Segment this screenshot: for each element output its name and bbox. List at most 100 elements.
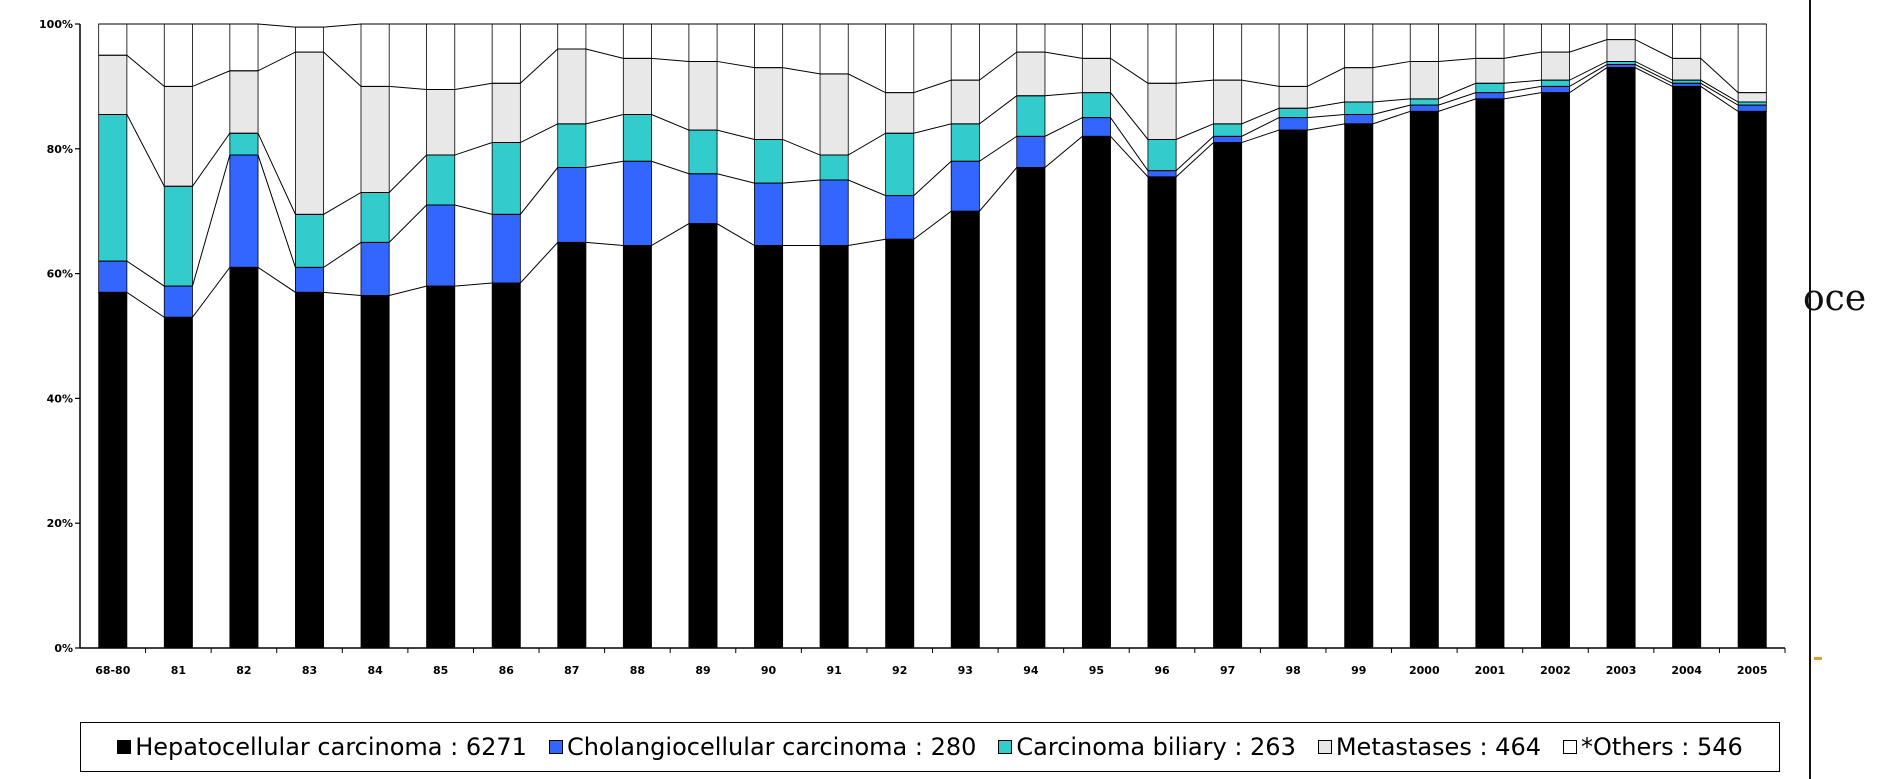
x-axis: 68-80 81 82 83 84 85 86 87 88 89 90 91 92 93 94 95 96 97 9…	[80, 647, 1786, 677]
bar-segment	[1213, 135, 1243, 143]
bar-segment	[1540, 79, 1570, 87]
x-tick-label: 85	[433, 664, 448, 677]
bar-segment	[819, 245, 849, 649]
x-tick-label: 82	[236, 664, 251, 677]
bar-segment	[1409, 110, 1439, 649]
series-connector-line	[98, 23, 1767, 28]
x-tick-label: 84	[367, 664, 383, 677]
legend-swatch-icon	[117, 740, 132, 754]
bar-segment	[622, 160, 652, 246]
x-tick-label: 92	[892, 664, 907, 677]
bar-segment	[1344, 23, 1374, 69]
bar-segment	[163, 185, 193, 287]
x-tick-label: 90	[761, 664, 777, 677]
legend-item-ccc: Cholangiocellular carcinoma : 280	[548, 733, 977, 761]
bar-segment	[1475, 98, 1505, 649]
x-tick-label: 98	[1286, 664, 1301, 677]
accent-dash	[1814, 657, 1822, 660]
legend-swatch-icon	[998, 740, 1013, 754]
bar-segment	[1737, 23, 1767, 94]
bar-segment	[1081, 23, 1111, 59]
bar-segment	[1475, 57, 1505, 84]
legend: Hepatocellular carcinoma : 6271 Cholangi…	[80, 722, 1780, 772]
bar-segment	[1737, 104, 1767, 112]
bar-segment	[1081, 57, 1111, 94]
bars-group	[98, 23, 1767, 649]
series-connector-line	[98, 67, 1767, 318]
series-connector-line	[98, 64, 1767, 287]
bar-segment	[491, 282, 521, 649]
y-tick-label: 20%	[47, 517, 73, 530]
x-tick-label: 95	[1089, 664, 1104, 677]
bar-segment	[295, 291, 325, 649]
bar-segment	[950, 23, 980, 81]
bar-segment	[950, 123, 980, 162]
legend-label: Hepatocellular carcinoma : 6271	[135, 733, 527, 761]
bar-segment	[1540, 23, 1570, 53]
bar-segment	[1213, 142, 1243, 649]
legend-swatch-icon	[1317, 740, 1332, 754]
bar-segment	[163, 285, 193, 318]
x-tick-label: 99	[1351, 664, 1366, 677]
bar-segment	[950, 79, 980, 125]
bar-segment	[229, 154, 259, 268]
cropped-slide-text: oce	[1803, 278, 1867, 319]
x-tick-label: 96	[1154, 664, 1170, 677]
bar-segment	[98, 54, 128, 115]
bar-segment	[819, 73, 849, 156]
x-tick-label: 83	[302, 664, 317, 677]
series-connector-line	[98, 60, 1767, 215]
legend-label: Metastases : 464	[1335, 733, 1541, 761]
bar-segment	[98, 260, 128, 293]
bar-segment	[360, 295, 390, 649]
bar-segment	[1016, 135, 1046, 168]
y-axis: 100% 80% 60% 40% 20% 0%	[39, 18, 81, 655]
legend-label: *Others : 546	[1580, 733, 1743, 761]
x-tick-label: 93	[958, 664, 973, 677]
bar-segment	[360, 86, 390, 193]
bar-segment	[1475, 82, 1505, 94]
bar-segment	[1672, 23, 1702, 59]
bar-segment	[295, 51, 325, 215]
bar-segment	[754, 182, 784, 246]
bar-segment	[885, 238, 915, 649]
bar-segment	[754, 23, 784, 69]
bar-segment	[295, 266, 325, 293]
bar-segment	[1016, 51, 1046, 97]
x-tick-label: 86	[499, 664, 515, 677]
bar-segment	[1081, 92, 1111, 118]
bar-segment	[557, 123, 587, 168]
legend-item-metastases: Metastases : 464	[1317, 733, 1541, 761]
bar-segment	[1540, 51, 1570, 81]
bar-segment	[754, 67, 784, 140]
bar-segment	[885, 92, 915, 134]
bar-segment	[491, 142, 521, 215]
bar-segment	[885, 195, 915, 240]
bar-segment	[622, 23, 652, 59]
bar-segment	[1213, 123, 1243, 137]
bar-segment	[491, 82, 521, 143]
x-tick-label: 68-80	[95, 664, 131, 677]
bar-segment	[819, 23, 849, 75]
bar-segment	[950, 210, 980, 649]
bar-segment	[491, 23, 521, 84]
y-tick-label: 60%	[47, 268, 73, 281]
x-tick-label: 87	[564, 664, 579, 677]
bar-segment	[360, 241, 390, 296]
bar-segment	[426, 89, 456, 156]
bar-segment	[1606, 23, 1636, 41]
divider-line	[1809, 0, 1811, 779]
y-tick-label: 0%	[54, 642, 73, 655]
bar-segment	[1672, 57, 1702, 81]
bar-segment	[1737, 92, 1767, 103]
bar-segment	[622, 245, 652, 649]
x-tick-label: 89	[695, 664, 710, 677]
bar-segment	[1672, 86, 1702, 649]
series-connector-line	[98, 39, 1767, 94]
trend-lines-group	[98, 23, 1767, 318]
x-tick-label: 2003	[1606, 664, 1637, 677]
legend-label: Cholangiocellular carcinoma : 280	[566, 733, 977, 761]
bar-segment	[1344, 123, 1374, 649]
bar-segment	[98, 114, 128, 262]
